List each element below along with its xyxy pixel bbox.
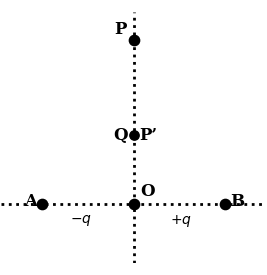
Point	[40, 201, 45, 206]
Text: P: P	[115, 21, 127, 38]
Text: $-q$: $-q$	[70, 213, 92, 228]
Text: $+q$: $+q$	[170, 213, 192, 229]
Point	[131, 201, 136, 206]
Text: B: B	[230, 193, 244, 210]
Text: Q: Q	[113, 127, 128, 144]
Point	[131, 37, 136, 42]
Text: A: A	[24, 193, 37, 210]
Text: P’: P’	[139, 127, 157, 144]
Point	[222, 201, 227, 206]
Point	[131, 133, 136, 138]
Text: O: O	[140, 183, 155, 200]
